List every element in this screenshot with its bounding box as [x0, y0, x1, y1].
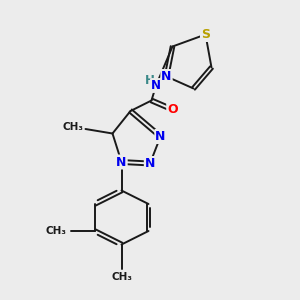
Text: N: N: [145, 157, 155, 170]
Text: CH₃: CH₃: [45, 226, 66, 236]
Text: S: S: [201, 28, 210, 41]
Text: CH₃: CH₃: [62, 122, 83, 133]
Text: H: H: [145, 74, 154, 87]
Text: N: N: [151, 79, 161, 92]
Text: N: N: [155, 130, 166, 143]
Text: N: N: [161, 70, 172, 83]
Text: N: N: [116, 155, 127, 169]
Text: CH₃: CH₃: [111, 272, 132, 281]
Text: O: O: [167, 103, 178, 116]
